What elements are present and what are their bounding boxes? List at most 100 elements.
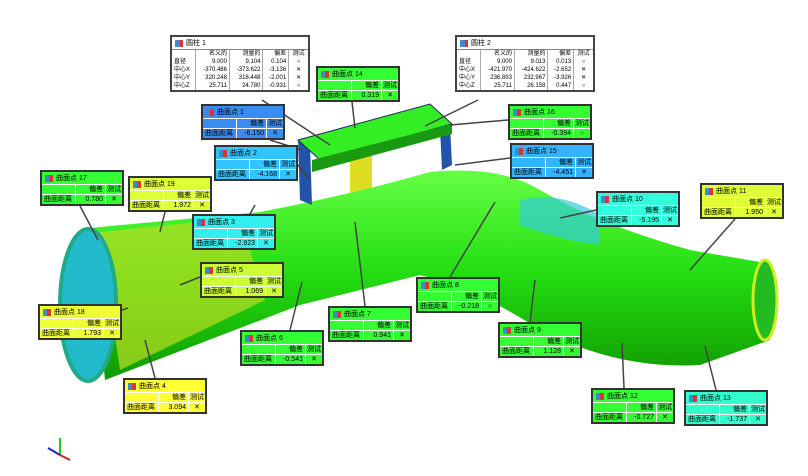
test-header: 测试: [383, 82, 397, 89]
point-title: 曲面点 17: [56, 175, 87, 182]
bracket-edge: [312, 124, 452, 172]
surface-point-callout[interactable]: 曲面点 8 偏差 测试 曲面距离 -0.218 ○: [416, 277, 500, 313]
point-title: 曲面点 3: [208, 219, 235, 226]
test-result: ✕: [667, 217, 673, 224]
table-cell: -2.001: [262, 74, 289, 82]
table-cell: -2.652: [547, 66, 574, 74]
row-label: 曲面距离: [318, 91, 352, 100]
deviation-value: 1.128: [534, 347, 564, 356]
row-label: 曲面距离: [512, 168, 546, 177]
point-title: 曲面点 15: [526, 148, 557, 155]
deviation-value: 0.941: [364, 331, 394, 340]
point-title: 曲面点 16: [524, 109, 555, 116]
deviation-header: 偏差: [76, 185, 106, 194]
surface-point-icon: [515, 147, 523, 155]
row-label: 曲面距离: [702, 208, 736, 217]
row-label: 曲面距离: [125, 403, 159, 412]
table-cell: [172, 50, 196, 58]
table-cell: 9.013: [513, 58, 548, 66]
surface-point-callout[interactable]: 曲面点 13 偏差 测试 曲面距离 -1.737 ✕: [684, 390, 768, 426]
test-result: ✕: [399, 332, 405, 339]
surface-point-callout[interactable]: 曲面点 18 偏差 测试 曲面距离 1.793 ✕: [38, 304, 122, 340]
test-header: 测试: [565, 338, 579, 345]
surface-point-callout[interactable]: 曲面点 6 偏差 测试 曲面距离 -0.541 ✕: [240, 330, 324, 366]
surface-point-callout[interactable]: 曲面点 19 偏差 测试 曲面距离 1.972 ✕: [128, 176, 212, 212]
surface-point-callout[interactable]: 曲面点 17 偏差 测试 曲面距离 0.780 ✕: [40, 170, 124, 206]
surface-point-callout[interactable]: 曲面点 10 偏差 测试 曲面距离 -5.195 ✕: [596, 191, 680, 227]
table-row: 中心Y 320.248 318.448 -2.001 ✕: [172, 74, 308, 82]
test-result: ✕: [285, 171, 291, 178]
test-header: 测试: [281, 161, 295, 168]
table-cell: ✕: [573, 66, 593, 74]
table-row: 中心Z 25.711 26.158 0.447 ○: [457, 82, 593, 90]
surface-point-icon: [513, 108, 521, 116]
surface-point-icon: [321, 70, 329, 78]
cylinder-table: 名义的 测量的 偏差 测试 直径 9.000 9.104 0.104 ○ 中心X -370.486-…: [172, 50, 308, 90]
deviation-zone: [100, 218, 265, 370]
point-title: 曲面点 11: [716, 188, 747, 195]
cylinder-title: 圆柱 1: [186, 40, 206, 47]
deviation-value: 0.319: [352, 91, 382, 100]
deviation-header: 偏差: [544, 119, 574, 128]
table-row: 直径 9.000 9.104 0.104 ○: [172, 58, 308, 66]
surface-point-icon: [219, 149, 227, 157]
table-cell: 26.158: [513, 82, 548, 90]
test-result: ✕: [311, 356, 317, 363]
table-row: 中心Y 236.893 232.967 -3.926 ✕: [457, 74, 593, 82]
deviation-header: 偏差: [276, 345, 306, 354]
surface-point-callout[interactable]: 曲面点 15 偏差 测试 曲面距离 -4.451 ✕: [510, 143, 594, 179]
surface-point-callout[interactable]: 曲面点 9 偏差 测试 曲面距离 1.128 ✕: [498, 322, 582, 358]
table-cell: ○: [288, 58, 308, 66]
point-title: 曲面点 18: [54, 309, 85, 316]
table-cell: 0.013: [547, 58, 574, 66]
table-cell: -421.970: [480, 66, 515, 74]
table-header: 名义的 测量的 偏差 测试: [457, 50, 593, 58]
test-header: 测试: [577, 159, 591, 166]
row-label: 曲面距离: [203, 129, 237, 138]
table-cell: 0.447: [547, 82, 574, 90]
surface-point-callout[interactable]: 曲面点 1 偏差 测试 曲面距离 -6.150 ✕: [201, 104, 285, 140]
surface-point-callout[interactable]: 曲面点 14 偏差 测试 曲面距离 0.319 ✕: [316, 66, 400, 102]
point-title: 曲面点 5: [216, 267, 243, 274]
deviation-value: -6.150: [237, 129, 267, 138]
table-cell: ○: [573, 82, 593, 90]
table-cell: 中心X: [174, 67, 191, 73]
deviation-header: 偏差: [736, 198, 766, 207]
cylinder-icon: [460, 39, 468, 47]
surface-point-icon: [705, 187, 713, 195]
surface-point-callout[interactable]: 曲面点 5 偏差 测试 曲面距离 1.069 ✕: [200, 262, 284, 298]
table-cell: 25.711: [480, 82, 515, 90]
surface-point-callout[interactable]: 曲面点 2 偏差 测试 曲面距离 -4.168 ✕: [214, 145, 298, 181]
table-cell: 25.711: [195, 82, 230, 90]
test-result: ✕: [569, 348, 575, 355]
deviation-header: 偏差: [364, 321, 394, 330]
table-row: 中心X -370.486 -373.622 -3.136 ✕: [172, 66, 308, 74]
table-cell: -424.622: [513, 66, 548, 74]
table-cell: 偏差: [262, 50, 289, 58]
row-label: 曲面距离: [194, 239, 228, 248]
surface-point-callout[interactable]: 曲面点 4 偏差 测试 曲面距离 3.094 ✕: [123, 378, 207, 414]
point-title: 曲面点 10: [612, 196, 643, 203]
surface-point-icon: [601, 195, 609, 203]
surface-point-callout[interactable]: 曲面点 16 偏差 测试 曲面距离 -0.394 ○: [508, 104, 592, 140]
point-title: 曲面点 9: [514, 327, 541, 334]
deviation-header: 偏差: [236, 277, 266, 286]
table-cell: -3.926: [547, 74, 574, 82]
test-header: 测试: [395, 322, 409, 329]
table-cell: 测试: [288, 50, 308, 58]
cylinder-1-panel: 圆柱 1 名义的 测量的 偏差 测试 直径 9.000 9.104 0.104 ○ 中心X -370…: [170, 35, 310, 92]
row-label: 曲面距离: [686, 415, 720, 424]
test-header: 测试: [658, 404, 672, 411]
surface-point-callout[interactable]: 曲面点 11 偏差 测试 曲面距离 1.950 ✕: [700, 183, 784, 219]
surface-point-icon: [596, 392, 604, 400]
row-label: 曲面距离: [598, 216, 632, 225]
surface-point-callout[interactable]: 曲面点 12 偏差 测试 曲面距离 -0.727 ✕: [591, 388, 675, 424]
bracket-leg: [298, 140, 312, 205]
table-cell: 测试: [573, 50, 593, 58]
deviation-value: -2.923: [228, 239, 258, 248]
deviation-header: 偏差: [546, 158, 576, 167]
surface-point-icon: [128, 382, 136, 390]
surface-point-callout[interactable]: 曲面点 3 偏差 测试 曲面距离 -2.923 ✕: [192, 214, 276, 250]
surface-point-callout[interactable]: 曲面点 7 偏差 测试 曲面距离 0.941 ✕: [328, 306, 412, 342]
